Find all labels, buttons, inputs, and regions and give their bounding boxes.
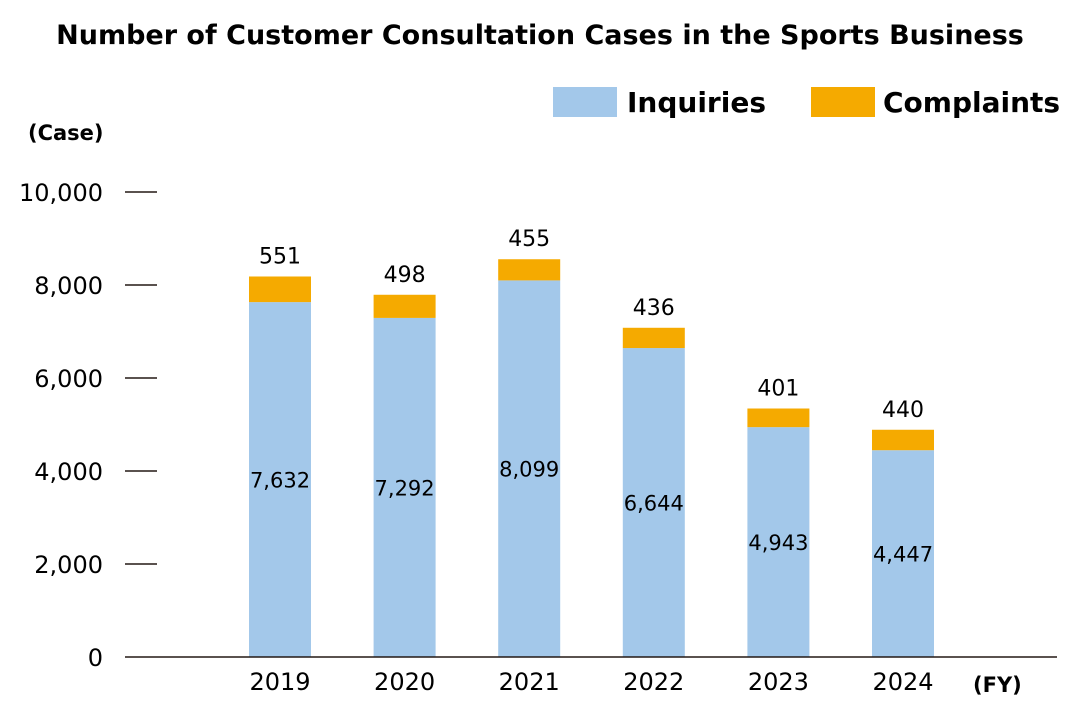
bar-complaints-2023 xyxy=(747,408,810,428)
data-label-complaints-2024: 440 xyxy=(882,398,924,423)
data-label-inquiries-2024: 4,447 xyxy=(873,543,933,567)
bar-inquiries-2021 xyxy=(498,280,561,657)
data-label-complaints-2020: 498 xyxy=(384,263,426,288)
y-axis: 0 2,000 4,000 6,000 8,000 10,000 xyxy=(19,179,157,672)
chart-title: Number of Customer Consultation Cases in… xyxy=(56,20,1024,51)
legend-label-inquiries: Inquiries xyxy=(627,86,766,119)
x-tick-label-2020: 2020 xyxy=(374,668,435,696)
bar-inquiries-2019 xyxy=(249,302,311,657)
bar-inquiries-2022 xyxy=(622,348,685,657)
x-axis-unit-label: (FY) xyxy=(973,673,1022,697)
y-tick-label: 2,000 xyxy=(34,551,103,579)
x-axis: 2019 2020 2021 2022 2023 2024 xyxy=(125,656,1057,696)
data-label-complaints-2019: 551 xyxy=(259,244,301,269)
x-tick-label-2022: 2022 xyxy=(623,668,684,696)
legend-swatch-inquiries xyxy=(553,87,617,117)
data-label-inquiries-2019: 7,632 xyxy=(250,469,310,493)
legend-swatch-complaints xyxy=(811,87,875,117)
legend-label-complaints: Complaints xyxy=(883,86,1060,119)
bar-complaints-2020 xyxy=(373,294,436,318)
bar-inquiries-2020 xyxy=(373,317,436,657)
bars: 7,632 551 7,292 498 8,099 455 6,644 436 4,943 401… xyxy=(249,227,934,657)
data-label-complaints-2022: 436 xyxy=(633,296,675,321)
legend: Inquiries Complaints xyxy=(553,86,1060,119)
bar-complaints-2019 xyxy=(249,276,311,303)
y-tick-label: 4,000 xyxy=(34,458,103,486)
data-label-inquiries-2020: 7,292 xyxy=(375,476,435,500)
bar-complaints-2022 xyxy=(622,327,685,349)
data-label-inquiries-2021: 8,099 xyxy=(499,458,559,482)
data-label-inquiries-2022: 6,644 xyxy=(624,492,684,516)
bar-complaints-2021 xyxy=(498,259,561,281)
bar-inquiries-2023 xyxy=(747,427,810,657)
bar-complaints-2024 xyxy=(872,429,934,451)
x-tick-label-2019: 2019 xyxy=(249,668,310,696)
y-axis-unit-label: (Case) xyxy=(28,121,104,145)
y-tick-label: 10,000 xyxy=(19,179,103,207)
x-tick-label-2023: 2023 xyxy=(748,668,809,696)
y-tick-label: 0 xyxy=(88,644,103,672)
data-label-complaints-2023: 401 xyxy=(757,377,799,402)
x-tick-label-2021: 2021 xyxy=(499,668,560,696)
y-tick-label: 6,000 xyxy=(34,365,103,393)
data-label-complaints-2021: 455 xyxy=(508,227,550,252)
data-label-inquiries-2023: 4,943 xyxy=(748,531,808,555)
bar-inquiries-2024 xyxy=(872,450,934,657)
x-tick-label-2024: 2024 xyxy=(872,668,933,696)
y-tick-label: 8,000 xyxy=(34,272,103,300)
